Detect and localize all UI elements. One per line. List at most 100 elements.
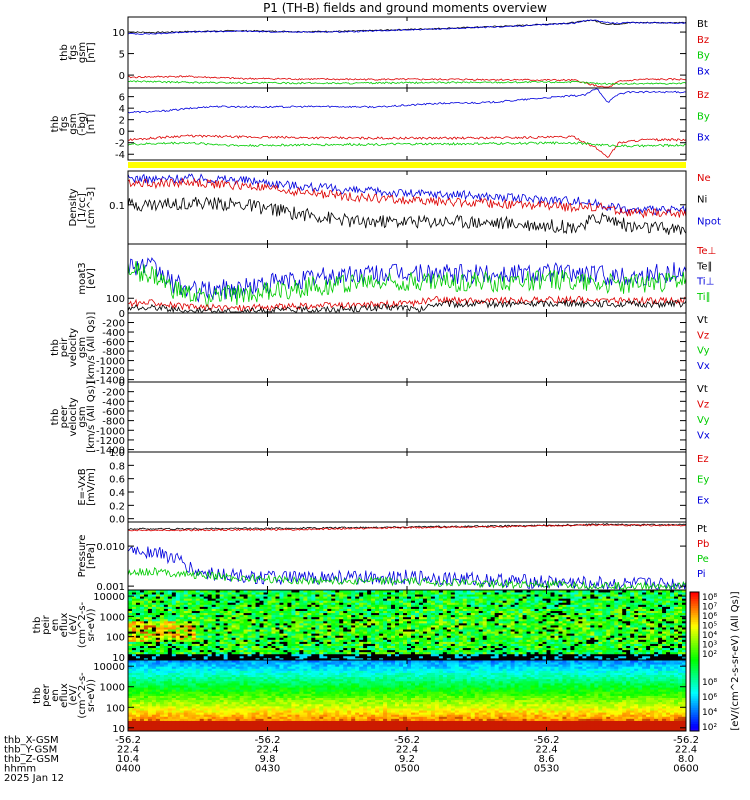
spectrogram-cell — [267, 600, 272, 603]
spectrogram-cell — [175, 614, 181, 618]
spectrogram-cell — [259, 592, 264, 595]
spectrogram-cell — [215, 641, 221, 644]
spectrogram-cell — [371, 620, 376, 624]
spectrogram-cell — [410, 645, 416, 649]
spectrogram-cell — [219, 637, 225, 640]
spectrogram-cell — [355, 631, 360, 634]
spectrogram-cell — [430, 631, 436, 634]
spectrogram-cell — [430, 647, 436, 651]
spectrogram-cell — [191, 625, 197, 628]
spectrogram-cell — [335, 651, 340, 655]
spectrogram-cell — [211, 625, 217, 628]
spectrogram-cell — [211, 620, 217, 624]
spectrogram-cell — [315, 600, 320, 603]
spectrogram-cell — [179, 637, 185, 640]
spectrogram-cell — [187, 627, 193, 630]
spectrogram-cell — [315, 620, 320, 624]
spectrogram-cell — [399, 604, 404, 607]
spectrogram-cell — [590, 625, 595, 628]
spectrogram-cell — [410, 612, 416, 616]
spectrogram-cell — [379, 629, 384, 632]
spectrogram-cell — [434, 606, 440, 609]
spectrogram-cell — [578, 627, 583, 630]
spectrogram-cell — [223, 625, 229, 628]
spectrogram-cell — [490, 602, 496, 605]
spectrogram-cell — [139, 657, 145, 661]
spectrogram-cell — [546, 629, 551, 632]
spectrogram-cell — [291, 610, 296, 614]
spectrogram-cell — [538, 590, 543, 593]
spectrogram-cell — [379, 633, 384, 636]
spectrogram-cell — [538, 647, 543, 651]
spectrogram-cell — [207, 610, 213, 614]
spectrogram-cell — [211, 649, 217, 653]
spectrogram-cell — [311, 627, 316, 630]
spectrogram-cell — [139, 600, 145, 603]
spectrogram-cell — [498, 600, 504, 603]
spectrogram-cell — [395, 657, 400, 661]
spectrogram-cell — [550, 631, 555, 634]
spectrogram-cell — [279, 622, 284, 626]
spectrogram-cell — [482, 600, 488, 603]
spectrogram-cell — [414, 608, 420, 611]
spectrogram-cell — [247, 606, 252, 609]
spectrogram-cell — [359, 637, 364, 640]
spectrogram-cell — [574, 647, 579, 651]
spectrogram-cell — [323, 604, 328, 607]
spectrogram-cell — [327, 620, 332, 624]
spectrogram-cell — [558, 655, 563, 659]
spectrogram-cell — [371, 592, 376, 595]
spectrogram-cell — [438, 649, 444, 653]
spectrogram-cell — [590, 641, 595, 644]
spectrogram-cell — [271, 598, 276, 601]
spectrogram-cell — [430, 600, 436, 603]
spectrogram-cell — [315, 637, 320, 640]
spectrogram-cell — [538, 608, 543, 611]
spectrogram-cell — [367, 635, 372, 638]
spectrogram-cell — [335, 645, 340, 649]
series-Ti⊥ — [127, 257, 687, 303]
spectrogram-cell — [159, 651, 165, 655]
spectrogram-cell — [482, 639, 488, 642]
spectrogram-cell — [399, 622, 404, 626]
spectrogram-cell — [391, 651, 396, 655]
spectrogram-cell — [518, 600, 523, 603]
spectrogram-cell — [399, 610, 404, 614]
spectrogram-cell — [359, 592, 364, 595]
spectrogram-cell — [590, 649, 595, 653]
spectrogram-cell — [558, 598, 563, 601]
spectrogram-cell — [355, 604, 360, 607]
spectrogram-cell — [339, 610, 344, 614]
spectrogram-cell — [235, 614, 240, 618]
spectrogram-cell — [391, 649, 396, 653]
spectrogram-cell — [506, 620, 512, 624]
spectrogram-cell — [159, 612, 165, 616]
spectrogram-cell — [403, 657, 408, 661]
spectrogram-cell — [371, 616, 376, 620]
spectrogram-cell — [187, 633, 193, 636]
spectrogram-cell — [223, 637, 229, 640]
spectrogram-cell — [594, 649, 599, 653]
spectrogram-cell — [470, 657, 476, 661]
spectrogram-cell — [446, 616, 452, 620]
spectrogram-cell — [414, 639, 420, 642]
spectrogram-cell — [219, 590, 225, 593]
spectrogram-cell — [159, 604, 165, 607]
spectrogram-cell — [131, 610, 137, 614]
y-axis-label: gsm — [77, 406, 88, 427]
spectrogram-cell — [586, 637, 591, 640]
spectrogram-cell — [143, 651, 149, 655]
spectrogram-cell — [323, 600, 328, 603]
spectrogram-cell — [574, 594, 579, 597]
spectrogram-cell — [486, 657, 492, 661]
spectrogram-cell — [299, 653, 304, 657]
spectrogram-cell — [279, 645, 284, 649]
spectrogram-cell — [379, 590, 384, 593]
spectrogram-cell — [323, 620, 328, 624]
spectrogram-cell — [263, 608, 268, 611]
spectrogram-cell — [279, 647, 284, 651]
spectrogram-cell — [243, 635, 248, 638]
spectrogram-cell — [183, 631, 189, 634]
spectrogram-cell — [199, 608, 205, 611]
spectrogram-cell — [159, 657, 165, 661]
